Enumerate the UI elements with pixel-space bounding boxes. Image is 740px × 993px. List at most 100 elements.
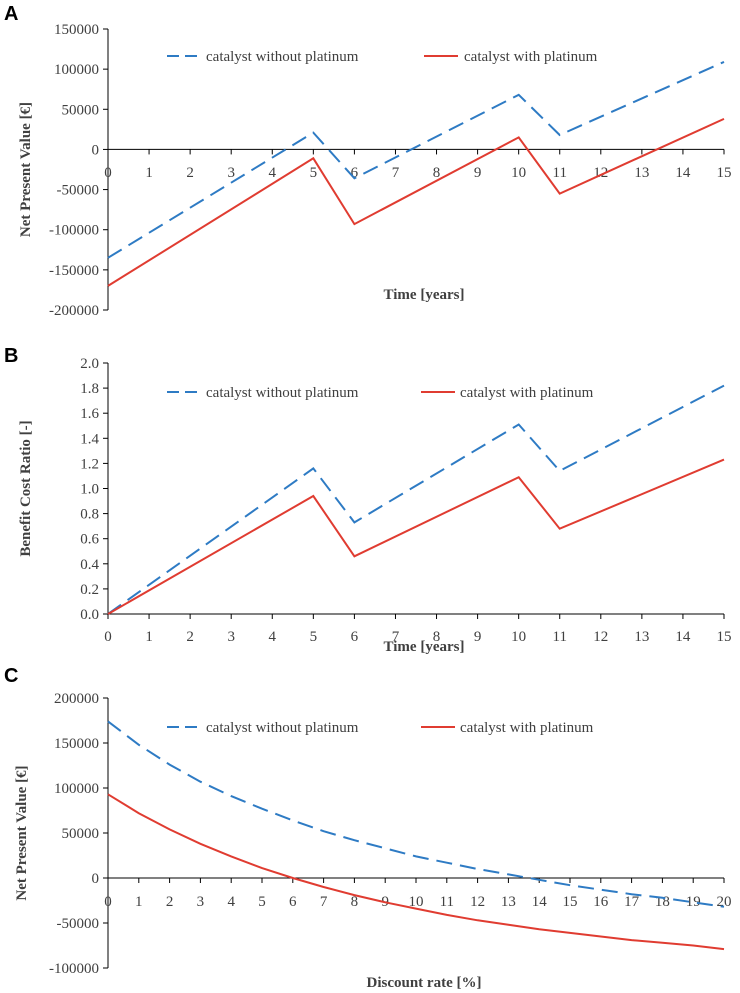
x-tick-label: 10 (409, 894, 424, 910)
legend-label-without-platinum: catalyst without platinum (206, 720, 359, 736)
y-tick-label: -100000 (49, 961, 99, 977)
x-tick-label: 16 (593, 894, 609, 910)
x-tick-label: 11 (440, 894, 454, 910)
x-tick-label: 19 (686, 894, 701, 910)
y-tick-label: 1.0 (80, 482, 99, 498)
x-tick-label: 8 (433, 629, 441, 645)
legend-label-with-platinum: catalyst with platinum (464, 49, 598, 65)
x-tick-label: 11 (553, 165, 567, 181)
x-tick-label: 2 (186, 165, 194, 181)
x-tick-label: 2 (186, 629, 194, 645)
x-tick-label: 17 (624, 894, 640, 910)
y-tick-label: 150000 (54, 736, 99, 752)
panel-label-a: A (4, 3, 18, 25)
y-tick-label: -200000 (49, 303, 99, 319)
y-axis-title: Net Present Value [€] (14, 765, 30, 900)
panel-label-c: C (4, 665, 18, 687)
y-tick-label: 0.2 (80, 582, 99, 598)
x-tick-label: 20 (717, 894, 732, 910)
y-tick-label: 150000 (54, 22, 99, 38)
series-line-with-platinum (107, 117, 725, 287)
x-tick-label: 15 (717, 629, 732, 645)
x-tick-label: 0 (104, 894, 112, 910)
x-axis-title: Discount rate [%] (367, 975, 482, 991)
x-tick-label: 9 (474, 165, 482, 181)
y-tick-label: 100000 (54, 781, 99, 797)
y-tick-label: 200000 (54, 691, 99, 707)
y-tick-label: -50000 (57, 183, 100, 199)
chart-panel-b: B 2.01.81.61.41.21.00.80.60.40.20.00 1 2 3 4 5… (4, 345, 732, 655)
legend-label-with-platinum: catalyst with platinum (460, 385, 594, 401)
y-tick-label: 1.2 (80, 456, 99, 472)
x-tick-label: 6 (351, 165, 359, 181)
x-tick-label: 12 (593, 629, 608, 645)
x-tick-label: 6 (289, 894, 297, 910)
y-tick-label: 100000 (54, 62, 99, 78)
x-tick-label: 3 (197, 894, 205, 910)
y-axis-title: Benefit Cost Ratio [-] (18, 420, 34, 556)
series-line-without-platinum (107, 384, 725, 615)
x-tick-label: 14 (675, 165, 691, 181)
legend-label-without-platinum: catalyst without platinum (206, 385, 359, 401)
x-tick-label: 5 (310, 629, 318, 645)
x-tick-label: 0 (104, 629, 112, 645)
x-tick-label: 3 (227, 629, 235, 645)
x-tick-label: 15 (717, 165, 732, 181)
series-line-with-platinum (107, 458, 725, 615)
y-tick-label: 0 (92, 871, 100, 887)
panel-label-b: B (4, 345, 18, 367)
y-tick-label: 1.8 (80, 381, 99, 397)
legend-label-with-platinum: catalyst with platinum (460, 720, 594, 736)
x-tick-label: 1 (145, 165, 153, 181)
y-tick-label: 0 (92, 142, 100, 158)
legend-label-without-platinum: catalyst without platinum (206, 49, 359, 65)
x-tick-label: 13 (634, 629, 649, 645)
chart-panel-a: A 150000 100000 50000 0 -50000 -100000 -150000 -… (4, 3, 732, 319)
x-axis-title: Time [years] (384, 287, 465, 303)
y-tick-label: 50000 (62, 102, 100, 118)
y-tick-label: -150000 (49, 263, 99, 279)
y-tick-label: 1.6 (80, 406, 99, 422)
y-tick-label: 0.0 (80, 607, 99, 623)
series-line-with-platinum (107, 793, 725, 951)
x-tick-label: 9 (474, 629, 482, 645)
y-tick-label: -50000 (57, 916, 100, 932)
x-tick-label: 14 (532, 894, 548, 910)
x-tick-label: 7 (392, 165, 400, 181)
x-tick-label: 7 (392, 629, 400, 645)
x-tick-label: 15 (563, 894, 578, 910)
series-line-without-platinum (107, 720, 725, 908)
x-tick-label: 14 (675, 629, 691, 645)
x-axis-title: Time [years] (384, 639, 465, 655)
x-tick-label: 10 (511, 165, 526, 181)
y-tick-label: -100000 (49, 223, 99, 239)
x-tick-label: 13 (634, 165, 649, 181)
x-tick-label: 13 (501, 894, 516, 910)
x-tick-label: 3 (227, 165, 235, 181)
x-tick-label: 12 (470, 894, 485, 910)
y-tick-label: 0.4 (80, 557, 99, 573)
x-tick-label: 1 (145, 629, 153, 645)
y-tick-label: 2.0 (80, 356, 99, 372)
y-tick-label: 0.6 (80, 532, 99, 548)
x-tick-label: 2 (166, 894, 174, 910)
x-tick-label: 4 (269, 629, 277, 645)
y-tick-label: 50000 (62, 826, 100, 842)
x-tick-label: 8 (433, 165, 441, 181)
x-tick-label: 1 (135, 894, 143, 910)
x-tick-label: 7 (320, 894, 328, 910)
x-tick-label: 4 (227, 894, 235, 910)
y-axis-title: Net Present Value [€] (18, 102, 34, 237)
x-tick-label: 5 (258, 894, 266, 910)
x-tick-label: 6 (351, 629, 359, 645)
x-tick-label: 8 (351, 894, 359, 910)
y-tick-label: 0.8 (80, 507, 99, 523)
y-tick-label: 1.4 (80, 431, 99, 447)
x-tick-label: 5 (310, 165, 318, 181)
x-tick-label: 10 (511, 629, 526, 645)
x-tick-label: 11 (553, 629, 567, 645)
x-tick-label: 4 (269, 165, 277, 181)
series-line-without-platinum (107, 60, 725, 259)
